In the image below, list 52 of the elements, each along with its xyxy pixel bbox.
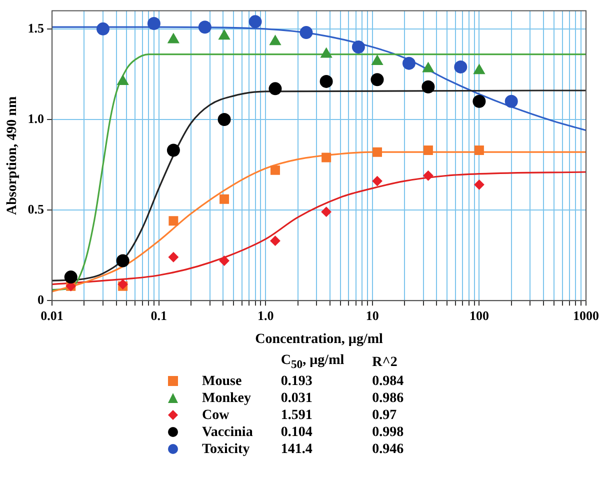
point <box>219 256 230 266</box>
text: 141.4 <box>280 440 314 458</box>
text: 0.031 <box>280 390 314 407</box>
x-tick-label: 10 <box>366 308 379 323</box>
text: R^2 <box>371 354 398 372</box>
point <box>422 80 435 94</box>
point <box>220 194 230 204</box>
text: 0.97 <box>371 406 398 424</box>
x-tick-label: 1000 <box>573 308 599 323</box>
x-tick-label: 0.01 <box>40 308 64 323</box>
point <box>218 112 231 126</box>
point <box>116 254 130 268</box>
point <box>168 216 178 226</box>
y-tick-label: 1.0 <box>28 110 44 126</box>
text: 1.591 <box>280 406 314 424</box>
text: C$_{50}$, µg/ml <box>280 352 346 373</box>
text: 0.998 <box>371 424 405 441</box>
legend-label: Toxicity <box>201 440 251 458</box>
point <box>423 146 433 156</box>
text: 0.946 <box>371 440 405 458</box>
text: 0.104 <box>280 424 314 441</box>
legend-label: Vaccinia <box>201 424 254 441</box>
point <box>270 165 280 175</box>
y-tick-label: 0.5 <box>28 201 45 216</box>
x-tick-label: 1.0 <box>258 308 274 323</box>
point <box>168 252 178 262</box>
y-tick-label: 0 <box>38 292 44 307</box>
x-tick-label: 0.1 <box>150 308 167 323</box>
point <box>270 236 280 246</box>
legend-label: Monkey <box>201 390 252 407</box>
text: 0.193 <box>280 372 314 390</box>
point <box>268 82 282 96</box>
point <box>372 147 382 157</box>
point <box>320 74 333 88</box>
point <box>166 144 180 157</box>
point <box>472 94 486 108</box>
text: 0.984 <box>371 372 405 390</box>
x-tick-label: 100 <box>469 308 489 323</box>
legend-label: Mouse <box>201 372 243 390</box>
y-tick-label: 1.5 <box>28 20 45 36</box>
text: 0.986 <box>371 390 405 407</box>
x-axis-title: Concentration, µg/ml <box>255 332 384 348</box>
point <box>64 270 78 284</box>
point <box>370 73 384 86</box>
point <box>474 180 484 190</box>
point <box>423 170 434 181</box>
point <box>321 206 332 217</box>
point <box>322 152 332 162</box>
point <box>474 146 484 156</box>
point <box>372 176 382 186</box>
legend-label: Cow <box>201 406 230 424</box>
y-axis-title: Absorption, 490 nm <box>5 96 20 216</box>
